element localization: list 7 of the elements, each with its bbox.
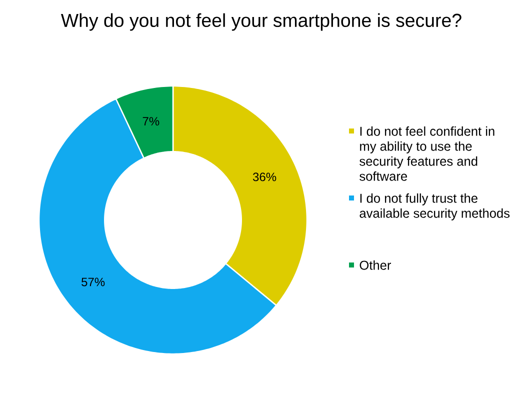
legend-label: Other bbox=[360, 260, 391, 270]
legend-label: I do not feel confident in my ability to use the security features and software bbox=[360, 126, 494, 181]
legend-label: I do not fully trust the available security methods bbox=[360, 193, 510, 220]
data-label: 7% bbox=[142, 117, 160, 126]
chart-title: Why do you not feel your smartphone is secure? bbox=[60, 13, 462, 31]
data-label: 57% bbox=[82, 278, 105, 286]
data-label: 36% bbox=[252, 172, 276, 182]
